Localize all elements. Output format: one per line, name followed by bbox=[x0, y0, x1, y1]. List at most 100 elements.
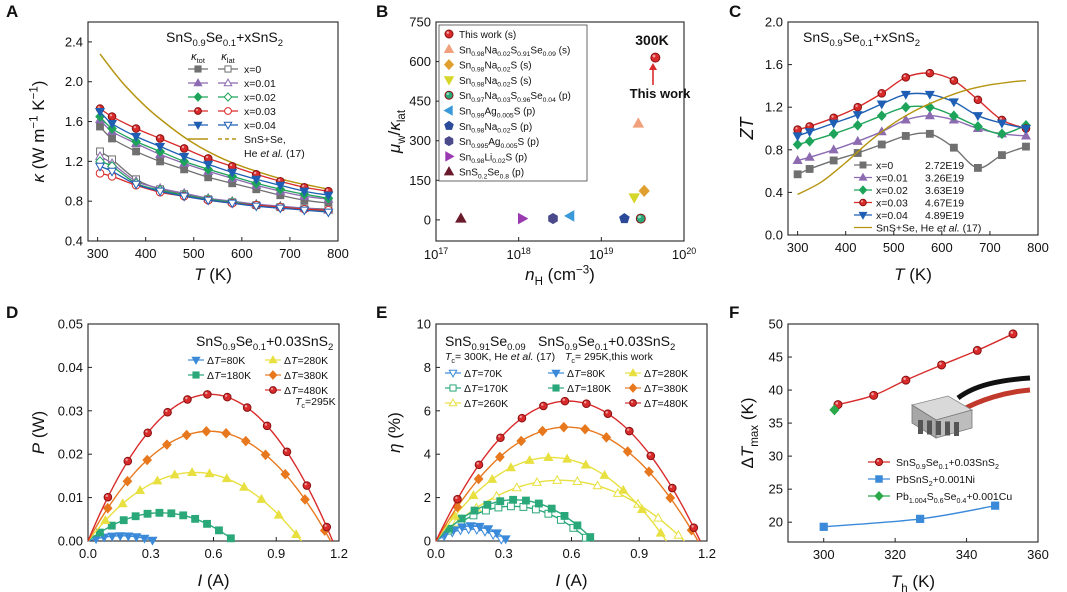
marker-highlight bbox=[109, 114, 113, 117]
x-tick-label: 600 bbox=[231, 246, 253, 261]
legend-label: Pb1.004​S0.6​Se0.4​+0.001Cu bbox=[896, 491, 1012, 505]
legend-label: ΔT=280K bbox=[284, 355, 328, 367]
x-tick-label: 0.9 bbox=[630, 546, 648, 561]
y-tick-label: 20 bbox=[769, 515, 783, 530]
data-point bbox=[924, 110, 935, 120]
legend-label: ΔT=80K bbox=[207, 355, 245, 367]
marker-highlight bbox=[630, 400, 634, 403]
x-tick-label: 300 bbox=[813, 547, 835, 562]
marker-highlight bbox=[270, 387, 274, 390]
data-point bbox=[142, 454, 153, 466]
data-point bbox=[179, 511, 188, 520]
data-point bbox=[119, 516, 128, 525]
legend-marker bbox=[223, 121, 233, 130]
legend-label: x=0.01 bbox=[244, 78, 276, 90]
marker-highlight bbox=[951, 78, 954, 81]
legend-marker bbox=[443, 43, 455, 53]
x-tick-label: 0.6 bbox=[562, 546, 580, 561]
y-tick-label: 10 bbox=[417, 317, 431, 332]
data-point bbox=[877, 89, 887, 98]
legend-value: 3.26E19 bbox=[925, 173, 964, 185]
y-tick-label: 1.2 bbox=[765, 100, 783, 115]
legend-marker bbox=[193, 92, 203, 102]
y-tick-label: 750 bbox=[409, 15, 431, 30]
data-point bbox=[155, 134, 165, 143]
marker-highlight bbox=[669, 485, 673, 488]
y-tick-label: 1.6 bbox=[65, 114, 83, 129]
group-note: Tc​= 300K, He et al. (17) bbox=[445, 351, 555, 365]
legend-marker bbox=[449, 384, 457, 392]
y-axis-label: μw​/κlat​ bbox=[385, 109, 408, 154]
data-point bbox=[240, 435, 251, 447]
y-tick-label: 0.01 bbox=[58, 490, 83, 505]
y-tick-label: 35 bbox=[769, 416, 783, 431]
legend-label: Sn0.98​Na0.02​S0.91​Se0.09​ (s) bbox=[459, 45, 570, 58]
data-point bbox=[139, 534, 150, 544]
y-tick-label: 4 bbox=[424, 447, 431, 462]
y-tick-label: 2.4 bbox=[65, 34, 83, 49]
data-point bbox=[852, 120, 863, 131]
data-point bbox=[491, 529, 502, 539]
legend-box bbox=[438, 24, 588, 182]
data-point bbox=[517, 413, 527, 423]
marker-highlight bbox=[879, 90, 882, 94]
marker-highlight bbox=[105, 494, 108, 498]
marker-highlight bbox=[519, 415, 523, 419]
data-point bbox=[221, 427, 231, 439]
marker-highlight bbox=[264, 423, 268, 426]
marker-highlight bbox=[835, 401, 839, 405]
plot-frame bbox=[87, 21, 339, 242]
y-tick-label: 45 bbox=[769, 350, 783, 365]
data-point bbox=[300, 494, 310, 505]
data-point bbox=[586, 533, 595, 541]
data-point bbox=[152, 475, 163, 485]
data-point bbox=[1022, 142, 1030, 151]
x-tick-label: 0.0 bbox=[79, 546, 97, 561]
data-point bbox=[94, 162, 106, 172]
device-image bbox=[910, 375, 1031, 439]
y-tick-label: 2.0 bbox=[65, 74, 83, 89]
marker-highlight bbox=[205, 391, 208, 395]
legend-marker bbox=[443, 59, 455, 71]
marker-highlight bbox=[253, 171, 257, 175]
marker-highlight bbox=[165, 409, 168, 413]
legend-label: PbSnS2​+0.001Ni bbox=[896, 474, 975, 488]
device-wire-black bbox=[956, 375, 1031, 401]
legend-marker bbox=[858, 185, 868, 195]
marker-highlight bbox=[301, 184, 305, 188]
legend-label: ΔT=280K bbox=[644, 368, 688, 380]
panel-label: F bbox=[729, 303, 739, 322]
data-point bbox=[625, 426, 634, 436]
data-point bbox=[143, 509, 152, 518]
data-point bbox=[147, 536, 158, 546]
legend-marker bbox=[874, 457, 884, 467]
marker-highlight bbox=[326, 188, 329, 192]
chart-title: SnS0.9​Se0.1​+xSnS2​ bbox=[166, 29, 283, 49]
legend-label: x=0.01 bbox=[876, 173, 908, 185]
data-point bbox=[169, 469, 180, 479]
data-point bbox=[495, 451, 505, 463]
data-point bbox=[876, 110, 887, 122]
data-point bbox=[632, 117, 645, 128]
marker-highlight bbox=[807, 123, 810, 127]
data-point bbox=[457, 523, 468, 533]
device-leg bbox=[936, 421, 941, 435]
x-tick-label: 300 bbox=[87, 246, 109, 261]
data-point bbox=[96, 122, 104, 131]
data-point bbox=[162, 439, 172, 450]
data-point bbox=[1008, 329, 1018, 339]
legend-label: Sn0.995​Ag0.005​S (p) bbox=[459, 137, 539, 150]
marker-highlight bbox=[157, 135, 161, 139]
legend-marker bbox=[223, 78, 233, 87]
x-tick-label: 300 bbox=[787, 240, 809, 255]
legend-value: 4.67E19 bbox=[925, 198, 964, 210]
plot-frame bbox=[787, 21, 1039, 236]
data-point bbox=[107, 119, 118, 129]
x-tick-label: 360 bbox=[1027, 547, 1049, 562]
device-leg bbox=[918, 420, 923, 434]
data-point bbox=[103, 492, 113, 502]
y-tick-label: 150 bbox=[409, 173, 431, 188]
y-tick-label: 300 bbox=[409, 133, 431, 148]
data-point bbox=[108, 134, 116, 143]
data-point bbox=[853, 102, 863, 112]
